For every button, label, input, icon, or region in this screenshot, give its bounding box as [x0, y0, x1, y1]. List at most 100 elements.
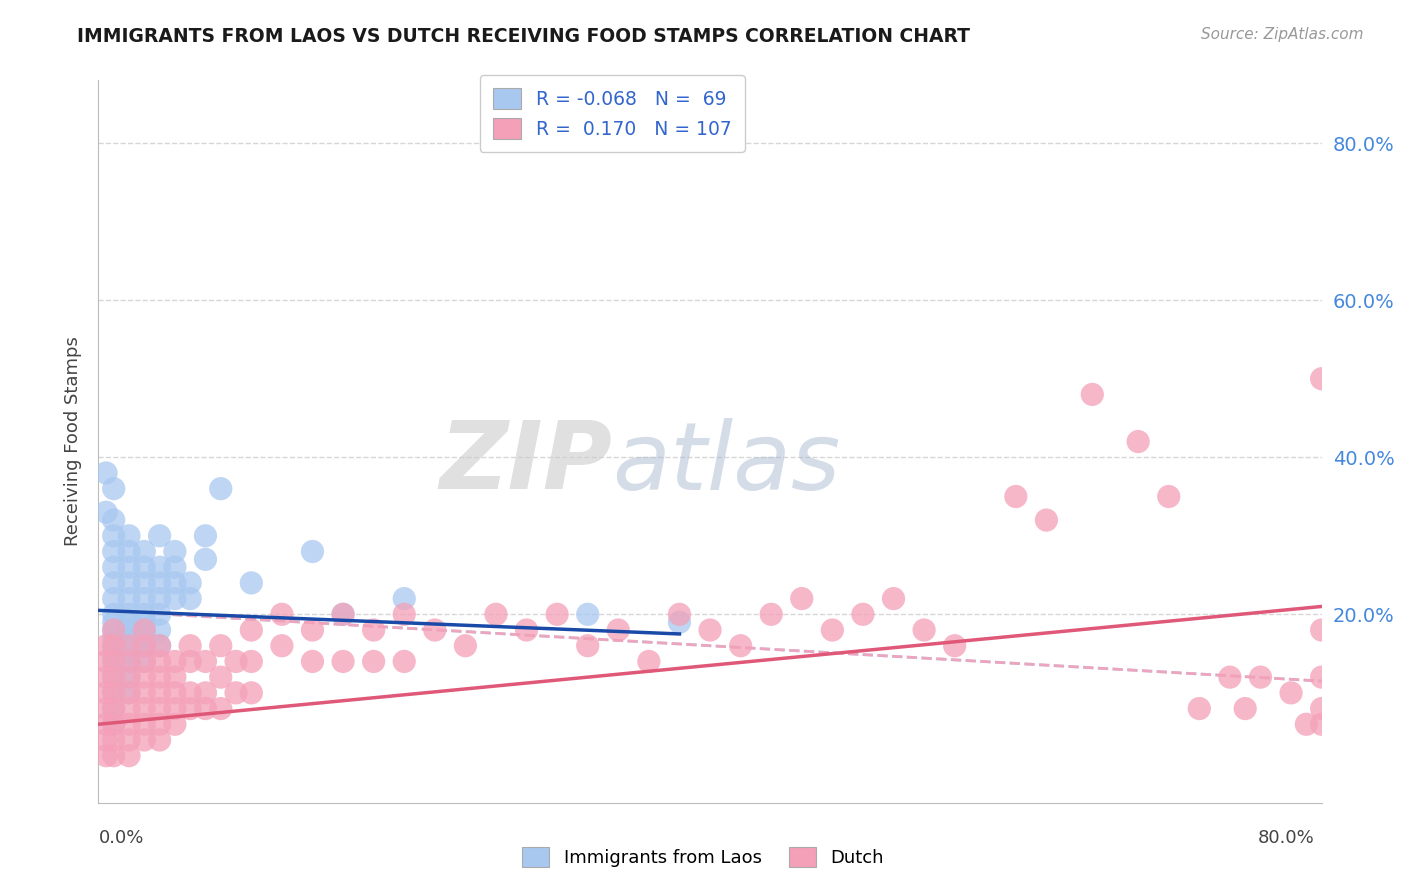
Point	[103, 591, 125, 606]
Point	[118, 639, 141, 653]
Point	[1157, 490, 1180, 504]
Point	[134, 607, 156, 622]
Point	[179, 591, 201, 606]
Text: Source: ZipAtlas.com: Source: ZipAtlas.com	[1201, 27, 1364, 42]
Point	[270, 639, 292, 653]
Point	[103, 607, 125, 622]
Point	[149, 639, 172, 653]
Point	[943, 639, 966, 653]
Point	[546, 607, 568, 622]
Point	[103, 560, 125, 574]
Point	[163, 591, 186, 606]
Point	[118, 560, 141, 574]
Point	[668, 615, 690, 630]
Point	[607, 623, 630, 637]
Point	[118, 717, 141, 731]
Point	[240, 575, 263, 590]
Point	[103, 733, 125, 747]
Point	[1279, 686, 1302, 700]
Point	[179, 686, 201, 700]
Point	[179, 701, 201, 715]
Point	[118, 529, 141, 543]
Point	[94, 655, 117, 669]
Point	[1310, 717, 1333, 731]
Point	[163, 560, 186, 574]
Point	[1004, 490, 1026, 504]
Point	[179, 639, 201, 653]
Point	[94, 686, 117, 700]
Point	[516, 623, 538, 637]
Point	[1249, 670, 1271, 684]
Point	[118, 655, 141, 669]
Point	[163, 575, 186, 590]
Point	[134, 623, 156, 637]
Point	[163, 544, 186, 558]
Point	[94, 670, 117, 684]
Point	[179, 655, 201, 669]
Point	[103, 615, 125, 630]
Point	[759, 607, 782, 622]
Point	[363, 655, 385, 669]
Point	[912, 623, 935, 637]
Point	[363, 623, 385, 637]
Point	[149, 717, 172, 731]
Point	[134, 560, 156, 574]
Point	[134, 575, 156, 590]
Point	[118, 591, 141, 606]
Point	[194, 529, 217, 543]
Text: atlas: atlas	[612, 417, 841, 508]
Point	[194, 701, 217, 715]
Point	[270, 607, 292, 622]
Point	[1128, 434, 1150, 449]
Point	[103, 655, 125, 669]
Text: 0.0%: 0.0%	[98, 829, 143, 847]
Point	[103, 686, 125, 700]
Point	[163, 717, 186, 731]
Point	[392, 607, 416, 622]
Point	[225, 686, 247, 700]
Point	[94, 717, 117, 731]
Point	[332, 607, 354, 622]
Point	[163, 655, 186, 669]
Point	[103, 529, 125, 543]
Point	[103, 639, 125, 653]
Point	[149, 623, 172, 637]
Point	[1081, 387, 1104, 401]
Point	[149, 591, 172, 606]
Point	[1295, 717, 1317, 731]
Point	[149, 639, 172, 653]
Point	[149, 686, 172, 700]
Point	[1310, 372, 1333, 386]
Point	[149, 670, 172, 684]
Point	[134, 670, 156, 684]
Point	[118, 748, 141, 763]
Point	[1234, 701, 1257, 715]
Point	[852, 607, 875, 622]
Point	[103, 670, 125, 684]
Point	[301, 623, 323, 637]
Text: 80.0%: 80.0%	[1258, 829, 1315, 847]
Point	[134, 686, 156, 700]
Point	[118, 655, 141, 669]
Point	[163, 701, 186, 715]
Point	[576, 607, 599, 622]
Point	[103, 639, 125, 653]
Point	[1188, 701, 1211, 715]
Point	[790, 591, 813, 606]
Legend: R = -0.068   N =  69, R =  0.170   N = 107: R = -0.068 N = 69, R = 0.170 N = 107	[479, 75, 745, 152]
Point	[194, 686, 217, 700]
Point	[392, 591, 416, 606]
Point	[94, 701, 117, 715]
Point	[209, 670, 232, 684]
Point	[301, 544, 323, 558]
Point	[134, 701, 156, 715]
Point	[103, 647, 125, 661]
Y-axis label: Receiving Food Stamps: Receiving Food Stamps	[63, 336, 82, 547]
Point	[118, 639, 141, 653]
Point	[209, 701, 232, 715]
Point	[118, 607, 141, 622]
Point	[134, 655, 156, 669]
Point	[103, 748, 125, 763]
Point	[163, 670, 186, 684]
Point	[118, 701, 141, 715]
